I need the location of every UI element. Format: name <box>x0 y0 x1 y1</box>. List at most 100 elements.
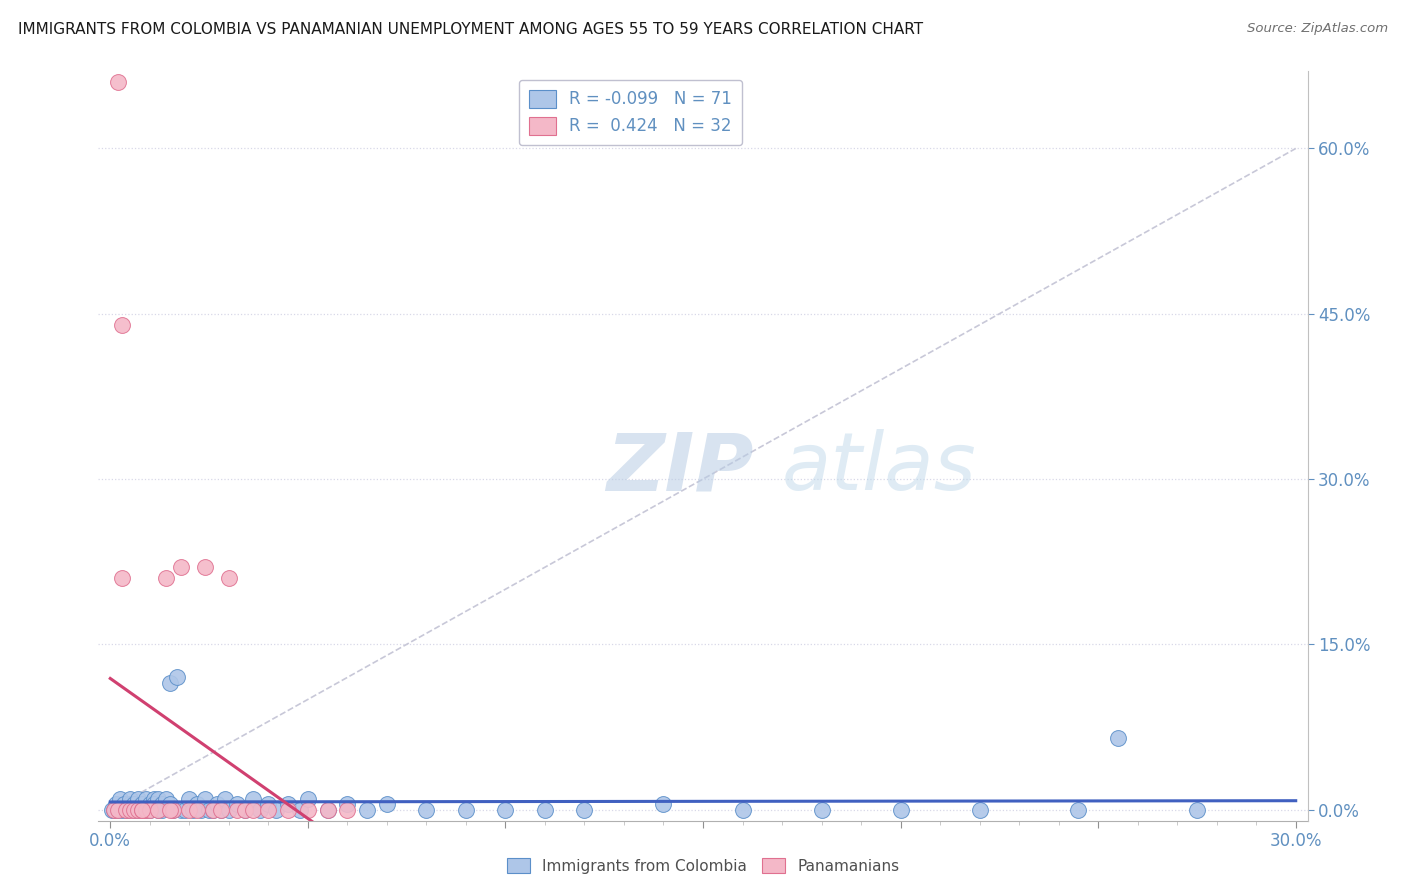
Point <box>494 803 516 817</box>
Point <box>652 797 675 811</box>
Point <box>205 797 228 811</box>
Point <box>218 803 240 817</box>
Point <box>108 791 131 805</box>
Point <box>190 803 212 817</box>
Point <box>181 803 204 817</box>
Point <box>107 803 129 817</box>
Point <box>202 803 225 817</box>
Point <box>139 803 162 817</box>
Point <box>179 791 201 805</box>
Point <box>122 803 145 817</box>
Point <box>225 803 247 817</box>
Point <box>233 803 256 817</box>
Point <box>107 803 129 817</box>
Point <box>297 803 319 817</box>
Point <box>1185 803 1208 817</box>
Point <box>131 803 153 817</box>
Point <box>288 803 311 817</box>
Point <box>159 803 181 817</box>
Point <box>122 797 145 811</box>
Point <box>890 803 912 817</box>
Point <box>159 797 181 811</box>
Point <box>115 803 138 817</box>
Point <box>131 803 153 817</box>
Point <box>146 803 169 817</box>
Point <box>118 797 141 811</box>
Point <box>356 803 378 817</box>
Point <box>316 803 339 817</box>
Point <box>264 803 287 817</box>
Point <box>162 803 184 817</box>
Point <box>105 797 128 811</box>
Point <box>574 803 596 817</box>
Point <box>139 797 162 811</box>
Point <box>103 803 125 817</box>
Point <box>233 803 256 817</box>
Text: IMMIGRANTS FROM COLOMBIA VS PANAMANIAN UNEMPLOYMENT AMONG AGES 55 TO 59 YEARS CO: IMMIGRANTS FROM COLOMBIA VS PANAMANIAN U… <box>18 22 924 37</box>
Point <box>101 803 124 817</box>
Point <box>107 75 129 89</box>
Point <box>249 803 271 817</box>
Point <box>170 560 193 574</box>
Point <box>194 791 217 805</box>
Point <box>1107 731 1129 745</box>
Point <box>131 797 153 811</box>
Point <box>336 797 359 811</box>
Point <box>257 797 280 811</box>
Point <box>103 803 125 817</box>
Point <box>454 803 477 817</box>
Point <box>170 803 193 817</box>
Point <box>127 803 149 817</box>
Point <box>118 791 141 805</box>
Point <box>225 797 247 811</box>
Point <box>142 791 165 805</box>
Point <box>146 803 169 817</box>
Point <box>810 803 832 817</box>
Text: Source: ZipAtlas.com: Source: ZipAtlas.com <box>1247 22 1388 36</box>
Point <box>209 803 232 817</box>
Point <box>174 803 197 817</box>
Point <box>118 803 141 817</box>
Point <box>297 791 319 805</box>
Point <box>186 803 208 817</box>
Point <box>194 560 217 574</box>
Text: atlas: atlas <box>782 429 976 508</box>
Point <box>218 571 240 585</box>
Point <box>242 803 264 817</box>
Legend: Immigrants from Colombia, Panamanians: Immigrants from Colombia, Panamanians <box>501 852 905 880</box>
Point <box>111 803 134 817</box>
Point <box>115 803 138 817</box>
Point <box>135 803 157 817</box>
Point <box>1067 803 1090 817</box>
Point <box>731 803 754 817</box>
Point <box>112 797 135 811</box>
Point <box>127 803 149 817</box>
Point <box>277 803 299 817</box>
Point <box>186 797 208 811</box>
Point <box>209 803 232 817</box>
Point <box>257 803 280 817</box>
Point <box>142 797 165 811</box>
Point <box>375 797 398 811</box>
Point <box>242 791 264 805</box>
Point <box>131 803 153 817</box>
Point <box>135 791 157 805</box>
Point <box>127 791 149 805</box>
Point <box>111 571 134 585</box>
Point <box>166 670 188 684</box>
Point <box>155 791 177 805</box>
Point <box>277 797 299 811</box>
Point <box>159 676 181 690</box>
Point <box>179 803 201 817</box>
Point <box>534 803 557 817</box>
Point <box>146 791 169 805</box>
Point <box>202 803 225 817</box>
Text: ZIP: ZIP <box>606 429 754 508</box>
Point <box>150 803 173 817</box>
Point <box>111 318 134 332</box>
Point <box>214 791 236 805</box>
Point <box>969 803 991 817</box>
Point <box>162 803 184 817</box>
Point <box>135 803 157 817</box>
Legend: R = -0.099   N = 71, R =  0.424   N = 32: R = -0.099 N = 71, R = 0.424 N = 32 <box>519 79 742 145</box>
